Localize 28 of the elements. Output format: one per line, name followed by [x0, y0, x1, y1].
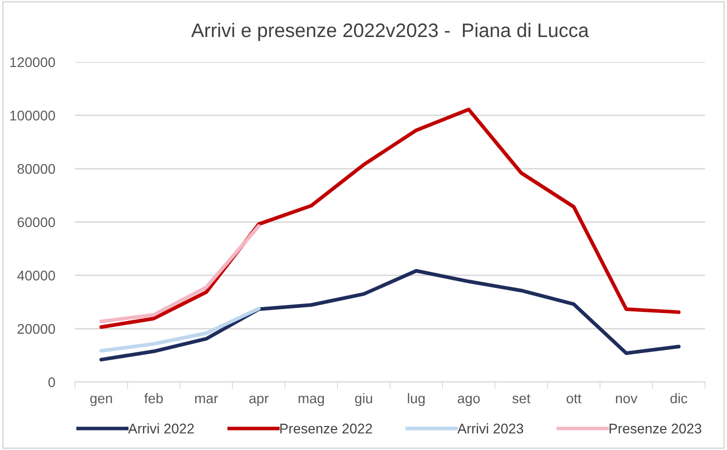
x-tick-label: ott: [566, 394, 582, 404]
x-tick-label: apr: [249, 396, 269, 406]
line-series: [99, 268, 681, 362]
y-tick-label: 120000: [10, 57, 56, 68]
x-tick-label: nov: [616, 396, 638, 404]
x-tick-label: gen: [90, 396, 112, 406]
legend-label: Arrivi 2022: [128, 423, 194, 434]
y-tick-label: 20000: [18, 324, 56, 334]
line-series: [99, 306, 261, 353]
x-tick-label: mag: [298, 396, 324, 406]
x-tick-label: giu: [355, 393, 372, 406]
chart-title: Arrivi e presenze 2022v2023 - Piana di Lucca: [191, 22, 589, 42]
x-tick-label: mar: [195, 396, 218, 404]
y-tick-label: 40000: [17, 270, 56, 281]
y-tick-label: 100000: [10, 110, 56, 121]
x-tick-label: set: [512, 394, 530, 404]
x-tick-label: dic: [670, 393, 688, 404]
line-series: [99, 108, 681, 329]
legend-label: Presenze 2022: [280, 424, 372, 434]
y-tick-label: 80000: [18, 164, 56, 174]
y-tick-label: 60000: [18, 217, 56, 228]
y-tick-label: 0: [48, 377, 56, 388]
legend-label: Arrivi 2023: [457, 423, 524, 434]
x-tick-label: feb: [144, 393, 163, 404]
line-series: [99, 224, 261, 324]
x-tick-label: ago: [458, 396, 480, 406]
legend-label: Presenze 2023: [610, 424, 702, 434]
x-tick-label: lug: [408, 393, 425, 406]
